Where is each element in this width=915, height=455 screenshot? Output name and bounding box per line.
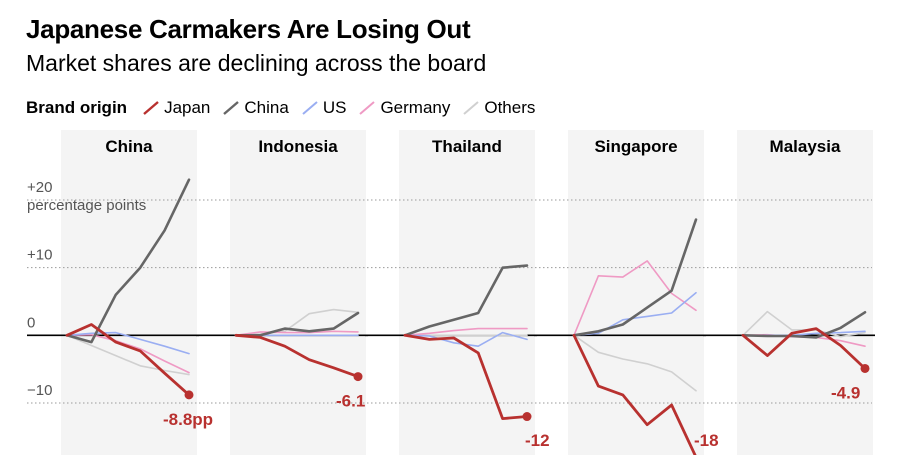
series-line-china-singapore [572, 218, 698, 337]
japan-end-label-china: -8.8pp [163, 410, 213, 429]
series-line-germany-indonesia [235, 330, 359, 337]
legend-item-others: Others [461, 98, 535, 118]
legend-swatch-line-others [463, 101, 480, 115]
y-axis-unit-label: percentage points [27, 197, 146, 214]
series-line-us-china [66, 331, 190, 355]
series-line-germany-china [66, 333, 190, 374]
japan-end-label-malaysia: -4.9 [831, 383, 860, 402]
panel-thailand: Thailand -12 [365, 137, 550, 450]
panel-title-thailand: Thailand [432, 137, 502, 156]
series-line-japan-malaysia [741, 327, 867, 370]
panel-background-malaysia [737, 130, 873, 455]
panel-title-singapore: Singapore [594, 137, 677, 156]
legend-swatch-others [463, 101, 480, 115]
legend-item-germany: Germany [357, 98, 450, 118]
legend-swatch-japan [143, 101, 159, 115]
series-line-germany-thailand [404, 327, 528, 337]
series-line-china-indonesia [234, 311, 360, 337]
japan-end-point-china [184, 390, 194, 400]
chart-title: Japanese Carmakers Are Losing Out [26, 14, 471, 44]
panel-background-thailand [399, 130, 535, 455]
series-line-japan-singapore [572, 333, 697, 455]
legend-item-us: US [300, 98, 347, 118]
panel-title-china: China [105, 137, 153, 156]
legend-swatch-germany [359, 101, 376, 115]
y-tick-label: +20 [27, 179, 52, 196]
series-line-us-singapore [573, 291, 697, 337]
panel-background-indonesia [230, 130, 366, 455]
panel-indonesia: Indonesia -6.1 [196, 137, 368, 411]
legend-item-japan: Japan [141, 98, 210, 118]
chart-subtitle: Market shares are declining across the b… [26, 50, 487, 76]
series-line-others-china [66, 334, 190, 376]
series-line-japan-thailand [403, 333, 529, 421]
series-line-china-thailand [403, 264, 529, 337]
legend-item-china: China [221, 98, 289, 118]
japan-end-label-thailand: -12 [525, 431, 550, 450]
legend-swatch-china [223, 101, 240, 115]
legend-label-japan: Japan [164, 98, 211, 117]
panel-singapore: Singapore -18 [534, 137, 719, 455]
legend: Brand origin Japan China US Germany Othe… [26, 96, 546, 120]
legend-label-china: China [244, 98, 289, 117]
panel-background-singapore [568, 130, 704, 455]
legend-title: Brand origin [26, 98, 128, 117]
series-line-china-malaysia [741, 310, 867, 339]
panel-malaysia: Malaysia -4.9 [703, 137, 875, 402]
series-line-others-singapore [573, 334, 697, 392]
legend-swatch-us [302, 101, 318, 115]
legend-swatch-line-japan [143, 101, 159, 115]
legend-swatch-line-china [223, 101, 240, 115]
japan-end-point-thailand [522, 412, 532, 422]
legend-swatch-line-us [302, 101, 318, 115]
panel-background-china [61, 130, 197, 455]
series-line-china-china [65, 178, 191, 344]
legend-label-us: US [322, 98, 347, 117]
japan-end-label-singapore: -18 [694, 431, 719, 450]
panel-title-malaysia: Malaysia [770, 137, 841, 156]
panel-title-indonesia: Indonesia [258, 137, 338, 156]
japan-end-label-indonesia: -6.1 [336, 392, 365, 411]
japan-end-point-malaysia [860, 363, 870, 373]
japan-end-point-indonesia [353, 372, 363, 382]
y-tick-label: −10 [27, 382, 52, 399]
y-tick-label: +10 [27, 247, 52, 264]
series-line-japan-indonesia [234, 333, 360, 379]
legend-label-germany: Germany [380, 98, 451, 117]
series-line-germany-singapore [573, 260, 697, 337]
series-line-japan-china [65, 323, 191, 397]
legend-swatch-line-germany [359, 101, 376, 115]
y-tick-label: 0 [27, 314, 35, 331]
panel-china: China -8.8pp [27, 137, 213, 429]
legend-label-others: Others [484, 98, 536, 117]
